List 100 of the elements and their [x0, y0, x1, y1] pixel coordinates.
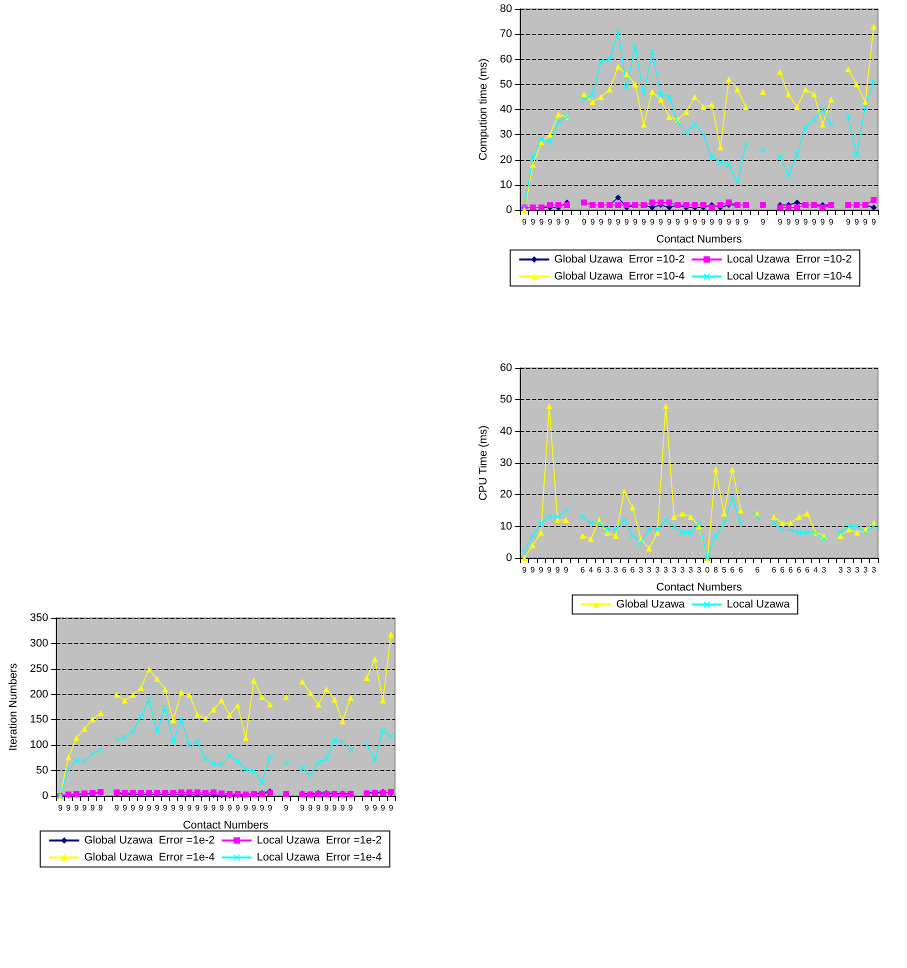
x-tick-label: 9 [676, 218, 681, 226]
y-tick-label: 60 [500, 362, 512, 374]
x-tick-label: 9 [641, 218, 646, 226]
y-axis-title: Iteration Numbers [8, 662, 20, 751]
legend-label: Local Uzawa Error =1e-4 [256, 852, 382, 864]
x-tick-label: 9 [268, 804, 273, 812]
x-tick-label: 3 [872, 566, 877, 574]
x-tick-label: 9 [846, 218, 851, 226]
x-tick-label: 9 [547, 566, 552, 574]
legend-label: Global Uzawa Error =10-4 [554, 270, 685, 282]
x-tick-label: 9 [812, 218, 817, 226]
x-tick-label: 9 [778, 218, 783, 226]
x-tick-label: 9 [538, 566, 544, 574]
y-tick-label: 100 [30, 739, 48, 752]
x-tick-label: 6 [596, 566, 602, 574]
y-tick-label: 40 [500, 104, 512, 116]
y-tick-label: 10 [500, 178, 512, 191]
x-tick-label: 3 [822, 566, 827, 574]
x-tick-label: 8 [713, 566, 718, 574]
x-tick-label: 9 [372, 804, 378, 812]
y-tick-label: 0 [506, 552, 512, 564]
x-tick-label: 3 [638, 566, 644, 574]
legend-label: Global Uzawa Error =10-2 [554, 254, 685, 266]
x-tick-label: 9 [786, 218, 792, 226]
x-tick-label: 9 [284, 804, 289, 812]
x-tick-label: 9 [820, 218, 826, 226]
y-tick-label: 0 [42, 790, 48, 802]
x-tick-label: 9 [710, 218, 715, 226]
x-tick-label: 3 [614, 566, 619, 574]
x-axis-title: Contact Numbers [182, 820, 269, 832]
y-tick-label: 70 [500, 28, 512, 40]
x-tick-label: 5 [722, 566, 727, 574]
x-tick-label: 0 [705, 566, 710, 574]
x-tick-label: 9 [607, 218, 612, 226]
x-tick-label: 9 [211, 804, 216, 812]
x-tick-label: 4 [813, 566, 818, 574]
x-tick-label: 9 [364, 804, 370, 812]
y-axis-title: Compution time (ms) [478, 58, 490, 161]
x-tick-label: 3 [655, 566, 660, 574]
y-tick-label: 80 [500, 3, 512, 15]
x-tick-label: 9 [522, 218, 528, 226]
x-tick-label: 9 [522, 566, 528, 574]
x-tick-label: 9 [744, 218, 749, 226]
x-tick-label: 9 [66, 804, 72, 812]
x-tick-label: 6 [622, 566, 627, 574]
legend-label: Local Uzawa Error =10-4 [726, 270, 852, 282]
x-tick-label: 9 [146, 804, 152, 812]
x-tick-label: 9 [828, 218, 834, 226]
y-tick-label: 300 [30, 637, 48, 650]
y-axis-title: CPU Time (ms) [478, 425, 490, 501]
x-tick-label: 9 [114, 804, 120, 812]
x-tick-label: 9 [74, 804, 80, 812]
x-tick-label: 9 [170, 804, 176, 812]
x-tick-label: 9 [582, 218, 587, 226]
x-tick-label: 9 [701, 218, 706, 226]
x-tick-label: 6 [780, 566, 786, 574]
x-tick-label: 9 [179, 804, 184, 812]
x-tick-label: 9 [760, 218, 766, 226]
x-tick-label: 9 [58, 804, 64, 812]
x-tick-label: 9 [195, 804, 200, 812]
x-tick-label: 9 [854, 218, 860, 226]
legend-label: Global Uzawa Error =1e-2 [84, 834, 215, 846]
x-tick-label: 9 [316, 804, 322, 812]
x-tick-label: 6 [630, 566, 636, 574]
x-tick-label: 9 [564, 218, 570, 226]
x-tick-label: 9 [548, 218, 553, 226]
x-tick-label: 9 [555, 566, 560, 574]
x-tick-label: 6 [580, 566, 586, 574]
x-tick-label: 9 [130, 804, 136, 812]
x-tick-label: 9 [203, 804, 208, 812]
x-tick-label: 9 [667, 218, 672, 226]
x-tick-label: 9 [590, 218, 596, 226]
x-tick-label: 9 [735, 218, 740, 226]
x-tick-label: 3 [838, 566, 844, 574]
y-tick-label: 20 [500, 154, 512, 166]
y-tick-label: 200 [30, 688, 48, 700]
y-tick-label: 60 [500, 53, 512, 66]
x-tick-label: 9 [90, 804, 96, 812]
legend-label: Local Uzawa [726, 598, 791, 610]
y-tick-label: 50 [500, 78, 512, 90]
x-tick-label: 9 [726, 218, 732, 226]
y-tick-label: 250 [30, 662, 48, 675]
x-tick-label: 9 [98, 804, 104, 812]
x-tick-label: 9 [260, 804, 265, 812]
x-tick-label: 3 [688, 566, 694, 574]
x-tick-label: 9 [862, 218, 868, 226]
x-tick-label: 9 [122, 804, 128, 812]
x-tick-label: 9 [300, 804, 306, 812]
x-tick-label: 9 [598, 218, 604, 226]
x-tick-label: 9 [252, 804, 257, 812]
y-tick-label: 350 [30, 612, 48, 624]
x-tick-label: 9 [539, 218, 544, 226]
x-tick-label: 9 [684, 218, 690, 226]
x-tick-label: 3 [846, 566, 852, 574]
x-tick-label: 6 [788, 566, 794, 574]
x-tick-label: 9 [138, 804, 144, 812]
x-tick-label: 9 [380, 804, 386, 812]
x-tick-label: 9 [236, 804, 240, 812]
x-tick-label: 9 [650, 218, 655, 226]
x-tick-label: 9 [624, 218, 630, 226]
